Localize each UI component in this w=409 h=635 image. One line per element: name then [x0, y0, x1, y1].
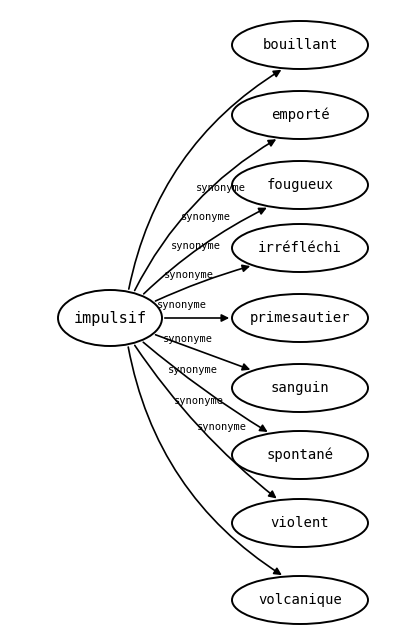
- Text: fougueux: fougueux: [267, 178, 333, 192]
- FancyArrowPatch shape: [165, 315, 227, 321]
- FancyArrowPatch shape: [135, 140, 275, 290]
- FancyArrowPatch shape: [143, 342, 266, 431]
- Text: emporté: emporté: [271, 108, 329, 123]
- Ellipse shape: [232, 91, 368, 139]
- Text: synonyme: synonyme: [174, 396, 224, 406]
- Text: primesautier: primesautier: [250, 311, 350, 325]
- Text: violent: violent: [271, 516, 329, 530]
- FancyArrowPatch shape: [128, 347, 280, 574]
- Ellipse shape: [232, 499, 368, 547]
- Text: volcanique: volcanique: [258, 593, 342, 607]
- Text: sanguin: sanguin: [271, 381, 329, 395]
- Ellipse shape: [232, 21, 368, 69]
- Text: synonyme: synonyme: [171, 241, 221, 251]
- FancyArrowPatch shape: [144, 208, 265, 294]
- Text: spontané: spontané: [267, 448, 333, 462]
- Text: impulsif: impulsif: [74, 311, 146, 326]
- Ellipse shape: [58, 290, 162, 346]
- Ellipse shape: [232, 431, 368, 479]
- Text: synonyme: synonyme: [164, 270, 214, 279]
- Text: synonyme: synonyme: [197, 422, 247, 432]
- Text: synonyme: synonyme: [163, 334, 213, 344]
- Ellipse shape: [232, 294, 368, 342]
- Text: synonyme: synonyme: [157, 300, 207, 310]
- Text: irréfléchi: irréfléchi: [258, 241, 342, 255]
- FancyArrowPatch shape: [135, 345, 275, 497]
- FancyArrowPatch shape: [155, 265, 249, 301]
- Text: bouillant: bouillant: [262, 38, 338, 52]
- Ellipse shape: [232, 161, 368, 209]
- Ellipse shape: [232, 364, 368, 412]
- Ellipse shape: [232, 224, 368, 272]
- FancyArrowPatch shape: [155, 335, 249, 370]
- Text: synonyme: synonyme: [196, 183, 246, 193]
- Text: synonyme: synonyme: [169, 365, 218, 375]
- Text: synonyme: synonyme: [181, 211, 231, 222]
- FancyArrowPatch shape: [129, 70, 280, 289]
- Ellipse shape: [232, 576, 368, 624]
